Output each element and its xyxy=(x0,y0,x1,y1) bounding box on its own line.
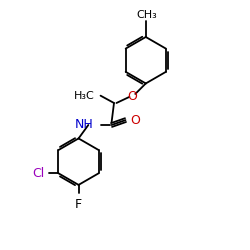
Text: Cl: Cl xyxy=(32,167,44,180)
Text: H₃C: H₃C xyxy=(74,91,94,101)
Text: O: O xyxy=(128,90,137,104)
Text: NH: NH xyxy=(75,118,94,132)
Text: O: O xyxy=(130,114,140,126)
Text: CH₃: CH₃ xyxy=(136,10,158,20)
Text: F: F xyxy=(75,198,82,210)
